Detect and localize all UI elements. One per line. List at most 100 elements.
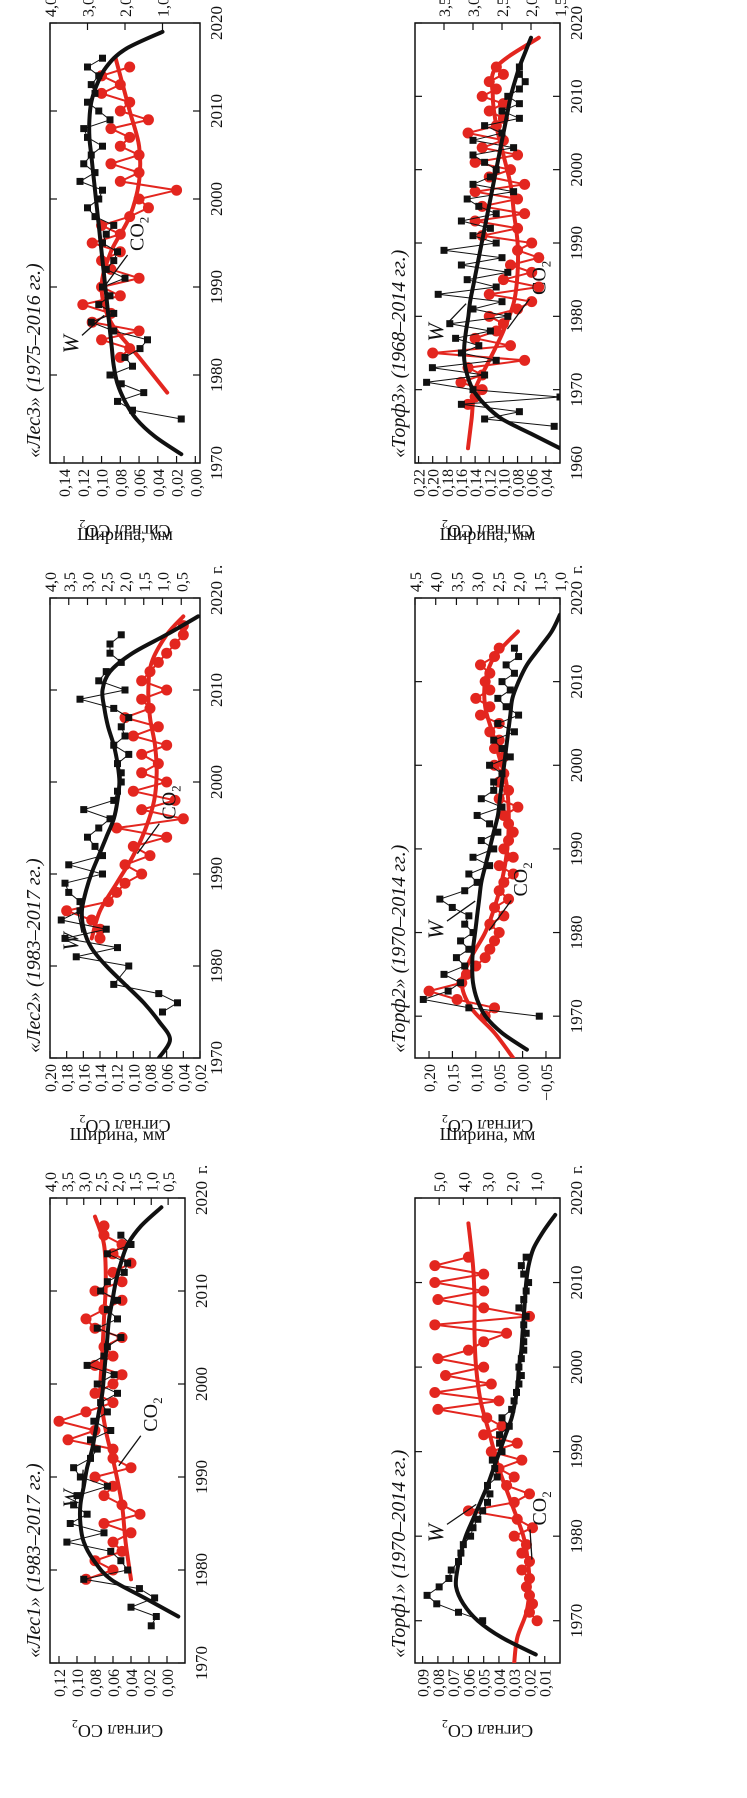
width-point	[129, 362, 136, 370]
co2-point	[474, 709, 486, 721]
co2-point	[96, 87, 108, 99]
co2-point	[429, 1319, 441, 1331]
width-point	[486, 1490, 494, 1498]
width-point	[494, 719, 502, 727]
data-layer	[423, 1212, 558, 1663]
width-point	[114, 397, 121, 405]
co2-series-line	[79, 66, 177, 359]
width-point	[114, 1315, 121, 1323]
chart-panel: «Лес1» (1983–2017 гг.)197019801990200020…	[23, 1124, 211, 1741]
co2-point	[484, 943, 496, 955]
co2-label-sub: 2	[539, 1491, 554, 1498]
y-right-tick-label: 1,0	[529, 1172, 546, 1192]
y-left-axis-label-main: Сигнал CO	[448, 1721, 533, 1741]
width-point	[107, 1427, 115, 1434]
co2-point	[133, 272, 145, 284]
co2-point	[451, 993, 463, 1005]
width-point	[498, 254, 506, 262]
y-left-tick-label: 0,04	[151, 469, 168, 497]
w-label: W	[58, 931, 83, 951]
width-point	[469, 853, 477, 861]
co2-point	[504, 340, 516, 352]
width-point	[440, 246, 448, 254]
y-left-tick-label: 0,09	[416, 1669, 433, 1697]
width-point	[99, 54, 106, 62]
co2-label: CO2	[158, 785, 183, 819]
width-point	[502, 661, 510, 669]
y-left-tick-label: 0,06	[160, 1064, 177, 1092]
width-point	[510, 144, 518, 152]
x-unit-label: г.	[567, 1165, 586, 1174]
width-point	[469, 151, 477, 159]
width-point	[84, 63, 91, 71]
x-tick-label: 2010	[567, 665, 586, 699]
width-point	[140, 389, 148, 397]
w-label: W	[58, 333, 83, 353]
co2-point	[89, 1387, 101, 1399]
width-point	[125, 714, 133, 722]
width-point	[419, 995, 427, 1003]
width-point	[110, 309, 118, 317]
co2-point	[105, 158, 117, 170]
width-trend-line	[77, 1205, 181, 1619]
y-left-tick-label: 0,04	[124, 1669, 141, 1697]
width-point	[84, 833, 91, 841]
width-point	[436, 895, 444, 903]
co2-point	[114, 105, 126, 117]
width-trend-line	[462, 35, 560, 451]
co2-arrow	[118, 1435, 142, 1467]
co2-point	[77, 299, 89, 311]
width-point	[463, 195, 471, 203]
co2-point	[152, 656, 164, 668]
width-point	[455, 1608, 462, 1616]
co2-point	[489, 935, 501, 947]
width-point	[522, 1253, 530, 1261]
co2-point	[533, 281, 545, 293]
y-left-axis-label-sub: 2	[442, 1112, 448, 1126]
co2-point	[478, 1361, 490, 1373]
chart-title: «Торф2» (1970–2014 гг.)	[388, 844, 410, 1053]
x-tick-label: 1990	[567, 1435, 586, 1469]
y-left-axis-label-main: Сигнал CO	[85, 1116, 170, 1136]
y-left-tick-label: 0,06	[461, 1669, 478, 1697]
width-point	[477, 837, 485, 845]
y-right-tick-label: 1,0	[156, 0, 173, 17]
x-tick-label: 2020	[207, 6, 226, 40]
y-left-axis-label-sub: 2	[442, 1717, 448, 1731]
y-right-tick-label: 2,0	[118, 572, 135, 592]
width-point	[510, 644, 518, 652]
x-tick-label: 1980	[207, 358, 226, 392]
co2-arrow	[529, 1529, 533, 1560]
w-arrow	[446, 1503, 477, 1525]
width-point	[490, 786, 498, 794]
y-left-tick-label: 0,06	[106, 1669, 123, 1697]
co2-point	[124, 61, 136, 73]
co2-point	[152, 721, 164, 733]
width-point	[93, 1380, 101, 1388]
width-point	[517, 1262, 525, 1270]
co2-point	[125, 1462, 137, 1474]
width-point	[463, 276, 471, 284]
co2-point	[478, 1302, 490, 1314]
co2-point	[498, 910, 510, 922]
x-tick-label: 1960	[567, 446, 586, 480]
co2-point	[519, 354, 531, 366]
co2-point	[98, 1518, 110, 1529]
width-point	[125, 750, 133, 758]
width-point	[481, 371, 489, 379]
y-right-tick-label: 3,5	[62, 572, 79, 592]
co2-point	[485, 1378, 497, 1390]
x-tick-label: 1970	[207, 446, 226, 480]
y-right-tick-label: 2,0	[111, 1172, 128, 1192]
co2-label-sub: 2	[168, 785, 183, 792]
co2-point	[171, 184, 183, 196]
width-point	[121, 274, 129, 282]
y-left-tick-label: 0,20	[422, 1064, 439, 1092]
y-left-tick-label: 0,00	[188, 469, 205, 497]
width-series-line	[426, 1256, 530, 1622]
co2-point	[80, 1313, 92, 1325]
y-left-axis-label-sub: 2	[72, 1717, 78, 1731]
co2-label-main: CO	[529, 1498, 551, 1526]
y-right-tick-label: 0,5	[161, 1172, 178, 1192]
y-left-tick-label: 0,15	[445, 1064, 462, 1092]
